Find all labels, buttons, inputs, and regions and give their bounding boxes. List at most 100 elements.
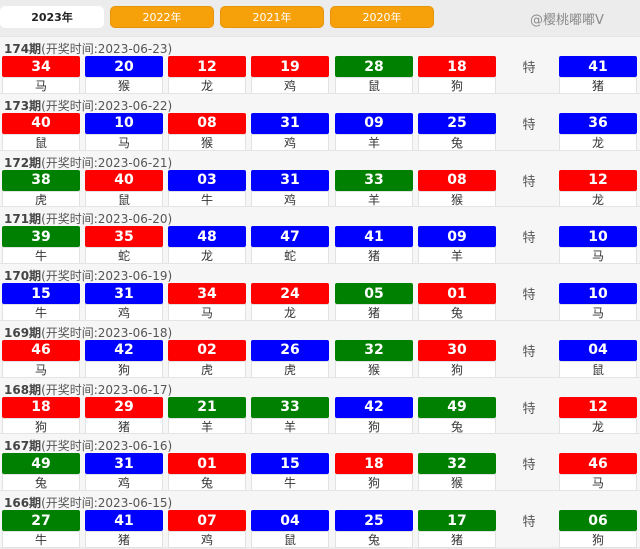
number-ball: 19 鸡	[251, 56, 329, 94]
ball-number: 17	[418, 510, 496, 531]
tab-year-2023[interactable]: 2023年	[0, 6, 104, 28]
ball-number: 30	[418, 339, 496, 361]
special-label: 特	[522, 61, 536, 76]
ball-number: 27	[2, 510, 80, 531]
ball-number: 09	[418, 226, 496, 248]
ball-number: 07	[168, 510, 246, 531]
special-ball: 10 马	[559, 283, 637, 321]
draw-time: (开奖时间:2023-06-20)	[41, 212, 173, 227]
draw-row: 167期(开奖时间:2023-06-16) 49 兔 31 鸡 01 兔 15 牛 18 狗 32 猴特…	[0, 433, 640, 492]
number-ball: 46 马	[2, 339, 80, 378]
zodiac-label: 猪	[85, 531, 163, 548]
draw-header: 171期(开奖时间:2023-06-20)	[4, 210, 172, 227]
zodiac-label: 羊	[168, 417, 246, 435]
zodiac-label: 猴	[335, 360, 413, 378]
zodiac-label: 狗	[2, 417, 80, 435]
period-number: 174期	[4, 42, 42, 56]
number-ball: 31 鸡	[85, 283, 163, 321]
number-ball: 10 马	[85, 112, 163, 151]
zodiac-label: 猴	[418, 190, 496, 208]
number-ball: 29 猪	[85, 396, 163, 435]
tab-year-2022[interactable]: 2022年	[110, 6, 214, 28]
ball-number: 10	[559, 226, 637, 248]
ball-number: 46	[559, 453, 637, 475]
number-ball: 24 龙	[251, 283, 329, 321]
zodiac-label: 猪	[335, 247, 413, 265]
draw-header: 166期(开奖时间:2023-06-15)	[4, 494, 172, 511]
zodiac-label: 马	[559, 304, 637, 321]
zodiac-label: 羊	[335, 190, 413, 208]
ball-number: 04	[559, 339, 637, 361]
zodiac-label: 马	[2, 360, 80, 378]
draw-header: 169期(开奖时间:2023-06-18)	[4, 324, 172, 341]
zodiac-label: 牛	[2, 304, 80, 321]
ball-number: 49	[2, 453, 80, 475]
zodiac-label: 羊	[251, 417, 329, 435]
ball-number: 31	[85, 283, 163, 304]
special-ball: 10 马	[559, 226, 637, 265]
zodiac-label: 马	[2, 77, 80, 94]
draw-time: (开奖时间:2023-06-19)	[41, 269, 173, 283]
special-label: 特	[522, 401, 536, 417]
period-number: 170期	[4, 269, 42, 283]
zodiac-label: 羊	[418, 247, 496, 265]
draw-time: (开奖时间:2023-06-15)	[41, 496, 173, 510]
number-ball: 18 狗	[2, 396, 80, 435]
period-number: 173期	[4, 98, 42, 113]
number-ball: 31 鸡	[251, 112, 329, 151]
ball-number: 03	[168, 169, 246, 191]
draw-time: (开奖时间:2023-06-23)	[41, 42, 173, 56]
special-ball: 41 猪	[559, 56, 637, 94]
special-label: 特	[522, 458, 536, 474]
zodiac-label: 猪	[418, 531, 496, 548]
ball-number: 28	[335, 56, 413, 77]
number-ball: 42 狗	[335, 396, 413, 435]
ball-number: 06	[559, 510, 637, 531]
draw-header: 168期(开奖时间:2023-06-17)	[4, 381, 172, 398]
draw-time: (开奖时间:2023-06-16)	[41, 439, 173, 454]
ball-number: 10	[559, 283, 637, 304]
tab-year-2021[interactable]: 2021年	[220, 6, 324, 28]
draw-row: 171期(开奖时间:2023-06-20) 39 牛 35 蛇 48 龙 47 蛇 41 猪 09 羊特…	[0, 206, 640, 265]
period-number: 171期	[4, 212, 42, 227]
zodiac-label: 羊	[335, 133, 413, 151]
zodiac-label: 鸡	[85, 474, 163, 492]
ball-number: 15	[251, 453, 329, 475]
ball-number: 32	[418, 453, 496, 475]
zodiac-label: 马	[559, 474, 637, 492]
ball-number: 41	[335, 226, 413, 248]
number-ball: 25 兔	[418, 112, 496, 151]
ball-number: 25	[418, 112, 496, 134]
zodiac-label: 龙	[168, 247, 246, 265]
tab-year-2020[interactable]: 2020年	[330, 6, 434, 28]
ball-number: 32	[335, 339, 413, 361]
zodiac-label: 牛	[2, 247, 80, 265]
number-ball: 04 鼠	[251, 510, 329, 548]
special-label: 特	[522, 117, 536, 133]
zodiac-label: 狗	[335, 474, 413, 492]
zodiac-label: 猪	[335, 304, 413, 321]
ball-number: 12	[559, 169, 637, 191]
draw-row: 174期(开奖时间:2023-06-23) 34 马 20 猴 12 龙 19 鸡 28 鼠 18 狗特…	[0, 36, 640, 94]
ball-number: 12	[559, 396, 637, 418]
draw-header: 170期(开奖时间:2023-06-19)	[4, 267, 172, 284]
zodiac-label: 兔	[168, 474, 246, 492]
number-ball: 33 羊	[251, 396, 329, 435]
zodiac-label: 猴	[168, 133, 246, 151]
ball-number: 25	[335, 510, 413, 531]
ball-number: 48	[168, 226, 246, 248]
zodiac-label: 马	[559, 247, 637, 265]
zodiac-label: 马	[85, 133, 163, 151]
number-ball: 25 兔	[335, 510, 413, 548]
zodiac-label: 鼠	[335, 77, 413, 94]
zodiac-label: 狗	[418, 360, 496, 378]
number-ball: 32 猴	[418, 453, 496, 492]
number-ball: 32 猴	[335, 339, 413, 378]
number-ball: 33 羊	[335, 169, 413, 208]
ball-number: 01	[418, 283, 496, 304]
special-label: 特	[522, 231, 536, 247]
zodiac-label: 马	[168, 304, 246, 321]
period-number: 167期	[4, 439, 42, 454]
number-ball: 49 兔	[418, 396, 496, 435]
number-ball: 05 猪	[335, 283, 413, 321]
